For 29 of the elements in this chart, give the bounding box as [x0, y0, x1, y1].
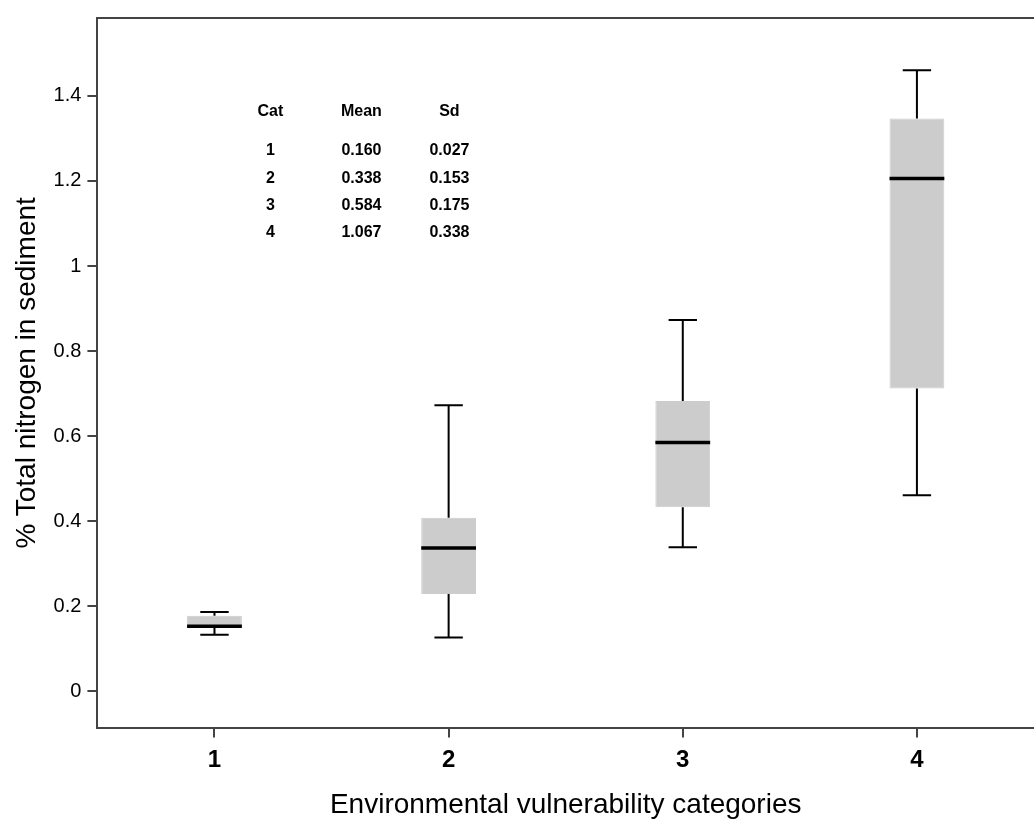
annotation: Sd — [439, 102, 460, 120]
annotation: 3 — [265, 196, 275, 214]
annotation: 0.338 — [341, 168, 382, 186]
annotation: Cat — [257, 102, 284, 120]
x-tick-label: 4 — [910, 744, 925, 772]
annotation: 0.338 — [429, 223, 470, 241]
x-tick-label: 1 — [207, 744, 222, 772]
y-tick-label: 0 — [70, 678, 82, 701]
annotation: 0.175 — [429, 196, 470, 214]
annotation: 4 — [265, 223, 275, 241]
annotation: 0.027 — [429, 141, 470, 159]
annotation: 0.584 — [341, 196, 382, 214]
y-tick-label: 1.2 — [53, 168, 82, 191]
y-tick-label: 0.2 — [53, 593, 82, 616]
annotation: 0.153 — [429, 168, 470, 186]
annotation: Mean — [340, 102, 382, 120]
x-tick-label: 3 — [676, 744, 690, 772]
annotation: 1.067 — [341, 223, 382, 241]
y-tick-label: 0.4 — [53, 508, 82, 531]
x-tick-label: 2 — [441, 744, 456, 772]
annotation: 2 — [265, 168, 275, 186]
y-tick-label: 0.6 — [53, 423, 82, 446]
y-axis-title: % Total nitrogen in sediment — [9, 196, 41, 549]
annotation: 0.160 — [341, 141, 382, 159]
x-axis-title: Environmental vulnerability categories — [329, 787, 802, 819]
y-tick-label: 1.4 — [53, 83, 82, 106]
y-tick-label: 0.8 — [53, 338, 82, 361]
y-tick-label: 1 — [70, 253, 82, 276]
annotation: 1 — [265, 141, 275, 159]
